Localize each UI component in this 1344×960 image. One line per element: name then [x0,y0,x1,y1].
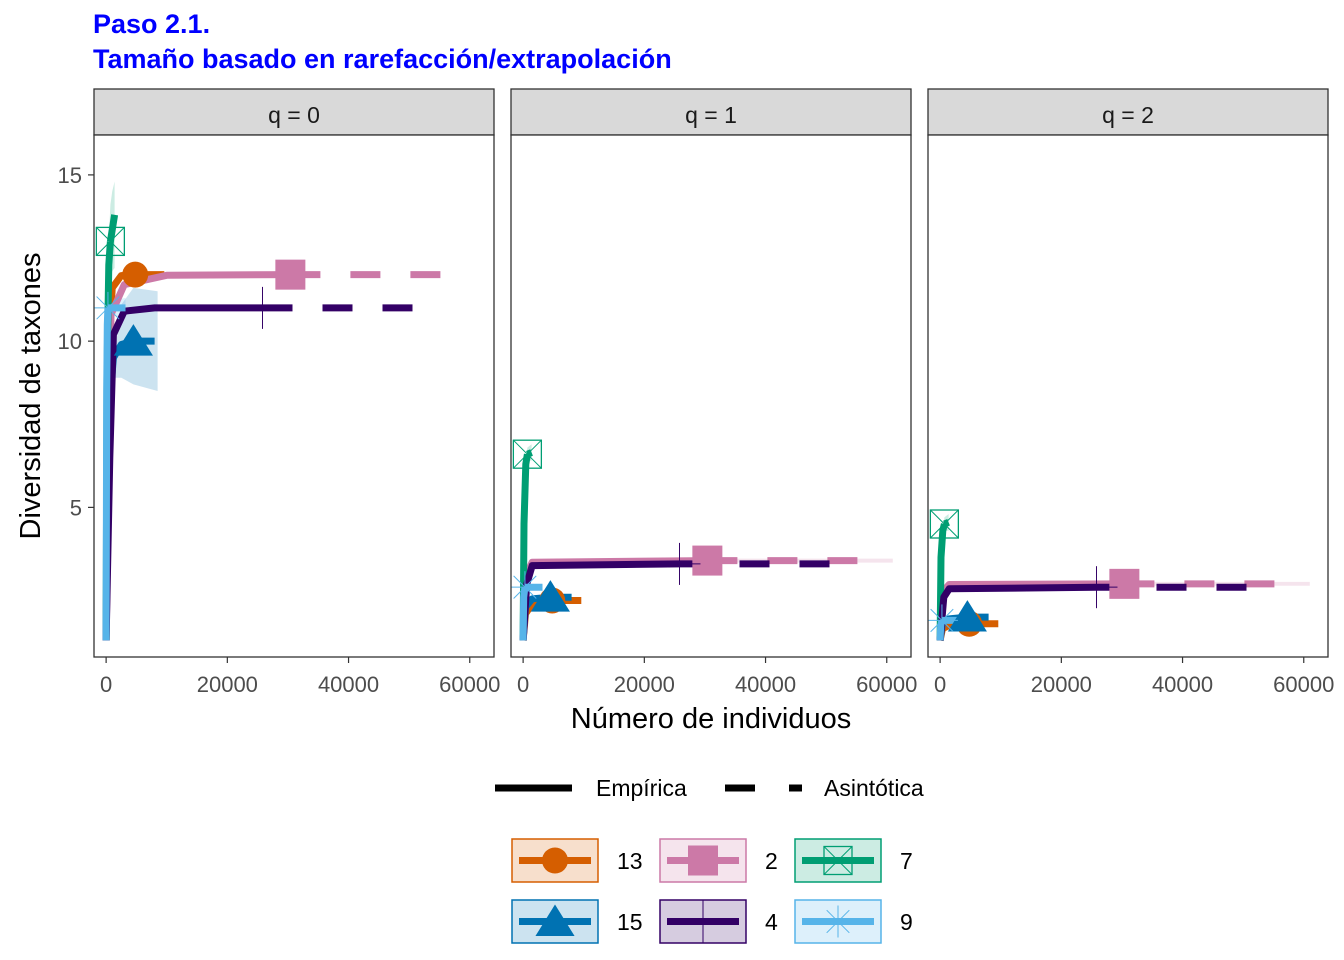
facet-strip [510,88,912,136]
plot-area [94,181,452,644]
chart-title-line1: Paso 2.1. [93,9,210,39]
y-tick-label: 10 [58,329,82,354]
facet-panel-1: q = 1 0 20000 40000 60000 [510,88,917,697]
empirical-line-7 [519,453,531,641]
asymptotic-line-7 [106,214,119,242]
legend-key-15: 15 [511,899,643,944]
observed-point-4 [1075,566,1118,609]
observed-point-9 [511,571,541,604]
chart-title-line2: Tamaño basado en rarefacción/extrapolaci… [93,44,672,74]
x-tick-label: 60000 [856,672,917,697]
observed-point-9 [928,604,958,637]
panel-border [93,134,495,658]
x-tick-label: 0 [100,672,112,697]
legend-label-2: 2 [765,848,778,874]
observed-point-2 [275,259,306,290]
facet-panel-0: q = 0 0 20000 40000 60000 5 10 15 [58,88,500,697]
facet-strip-label: q = 0 [268,102,320,128]
x-tick-label: 20000 [197,672,258,697]
panel-background [511,135,911,657]
observed-point-15 [530,580,570,612]
observed-point-4 [658,542,701,585]
x-tick-label: 40000 [1152,672,1213,697]
facet-strip-label: q = 1 [685,102,737,128]
y-tick-label: 5 [70,495,82,520]
observed-point-4 [241,286,284,329]
facet-strip [93,88,495,136]
legend-key-7: 7 [794,838,913,883]
observed-point-7 [95,226,126,257]
observed-point-7 [512,439,543,469]
legend-key-2: 2 [659,838,778,883]
legend-label-13: 13 [617,848,643,874]
observed-point-7 [929,509,960,539]
legend-key-shape [822,905,854,938]
x-tick-label: 20000 [1031,672,1092,697]
facet-strip-label: q = 2 [1102,102,1154,128]
observed-point-15 [947,600,987,632]
empirical-line-9 [102,307,112,641]
observed-point-2 [692,545,723,576]
legend-label-asymptotic: Asintótica [824,775,924,801]
legend-key-shape [682,900,724,943]
legend-label-7: 7 [900,848,913,874]
x-tick-label: 0 [517,672,529,697]
facet-panels: q = 0 0 20000 40000 60000 5 10 15 q = 1 0 20000 400… [58,88,1334,697]
legend-linetype-asymptotic: Asintótica [725,775,924,801]
x-axis-title: Número de individuos [571,703,851,735]
legend-key-shape [688,845,718,876]
legend-linetype-empirical: Empírica [495,775,687,801]
x-tick-label: 40000 [318,672,379,697]
legend-label-15: 15 [617,909,643,935]
y-axis-title: Diversidad de taxones [15,253,47,540]
observed-point-9 [94,291,124,324]
legend-key-shape [823,845,853,876]
observed-point-13 [122,261,149,288]
facet-strip [927,88,1329,136]
legend-key-4: 4 [659,899,778,944]
legend-key-13: 13 [511,838,643,883]
x-tick-label: 60000 [439,672,500,697]
observed-point-2 [1109,568,1140,599]
plot-area [511,439,893,641]
legend-key-9: 9 [794,899,913,944]
panel-border [927,134,1329,658]
x-tick-label: 0 [934,672,946,697]
x-tick-label: 60000 [1273,672,1334,697]
panel-border [510,134,912,658]
x-tick-label: 40000 [735,672,796,697]
facet-panel-2: q = 2 0 20000 40000 60000 [927,88,1334,697]
panel-background [94,135,494,657]
y-tick-label: 15 [58,163,82,188]
plot-area [928,509,1310,642]
legend-key-shape [542,847,568,874]
legend-label-9: 9 [900,909,913,935]
observed-point-15 [113,324,153,356]
legend-label-empirical: Empírica [596,775,687,801]
legend-label-4: 4 [765,909,778,935]
legend: Empírica Asintótica 13 2 7 15 4 9 [495,775,924,944]
x-tick-label: 20000 [614,672,675,697]
legend-key-shape [535,904,575,936]
